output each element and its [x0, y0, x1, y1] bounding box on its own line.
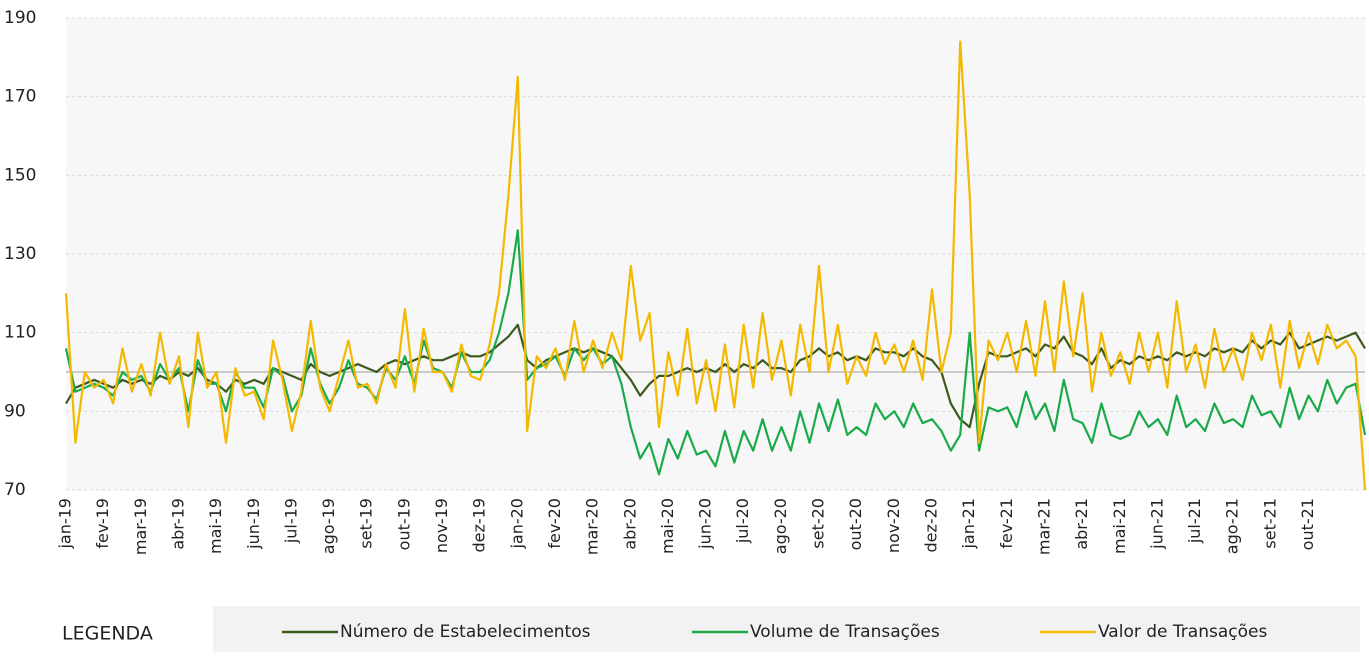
- legend-title: LEGENDA: [62, 623, 153, 645]
- x-tick-label: dez-20: [922, 498, 941, 553]
- y-tick-label: 130: [4, 244, 36, 264]
- x-tick-label: mai-19: [206, 498, 225, 554]
- y-tick-label: 190: [4, 8, 36, 28]
- x-tick-label: dez-19: [470, 498, 489, 553]
- x-tick-label: set-21: [1260, 498, 1279, 549]
- x-tick-label: set-19: [357, 498, 376, 549]
- x-tick-label: mar-19: [131, 498, 150, 555]
- y-tick-label: 90: [4, 401, 26, 421]
- y-tick-label: 70: [4, 480, 26, 500]
- x-tick-label: jun-20: [696, 498, 715, 550]
- x-tick-label: mai-21: [1110, 498, 1129, 554]
- x-tick-label: jan-20: [507, 498, 526, 550]
- x-tick-label: ago-21: [1223, 498, 1242, 554]
- x-tick-label: ago-19: [319, 498, 338, 554]
- x-tick-label: fev-19: [93, 498, 112, 549]
- x-tick-label: jun-21: [1147, 498, 1166, 550]
- x-tick-label: out-21: [1298, 498, 1317, 550]
- legend-label: Volume de Transações: [750, 622, 940, 642]
- x-tick-label: jun-19: [244, 498, 263, 550]
- x-tick-label: out-20: [846, 498, 865, 550]
- x-tick-label: fev-21: [997, 498, 1016, 549]
- legend-label: Valor de Transações: [1098, 622, 1267, 642]
- legend-box: [213, 606, 1360, 652]
- series-line: [64, 40, 1367, 491]
- x-tick-label: mar-21: [1034, 498, 1053, 555]
- legend-label: Número de Estabelecimentos: [340, 622, 591, 642]
- x-tick-label: jul-20: [733, 498, 752, 544]
- x-tick-label: jan-21: [959, 498, 978, 550]
- y-tick-label: 150: [4, 165, 36, 185]
- x-tick-label: abr-19: [168, 498, 187, 550]
- x-tick-label: ago-20: [771, 498, 790, 554]
- x-tick-label: mai-20: [658, 498, 677, 554]
- x-tick-label: abr-20: [620, 498, 639, 550]
- y-tick-label: 110: [4, 323, 36, 343]
- x-tick-label: jul-19: [281, 498, 300, 544]
- x-tick-label: jul-21: [1185, 498, 1204, 544]
- y-tick-label: 170: [4, 87, 36, 107]
- x-tick-label: jan-19: [56, 498, 75, 550]
- x-tick-label: set-20: [809, 498, 828, 549]
- x-tick-label: mar-20: [583, 498, 602, 555]
- x-tick-label: fev-20: [545, 498, 564, 549]
- x-tick-label: out-19: [394, 498, 413, 550]
- x-tick-label: abr-21: [1072, 498, 1091, 550]
- series-line: [65, 323, 1366, 429]
- x-tick-label: nov-20: [884, 498, 903, 553]
- x-tick-label: nov-19: [432, 498, 451, 553]
